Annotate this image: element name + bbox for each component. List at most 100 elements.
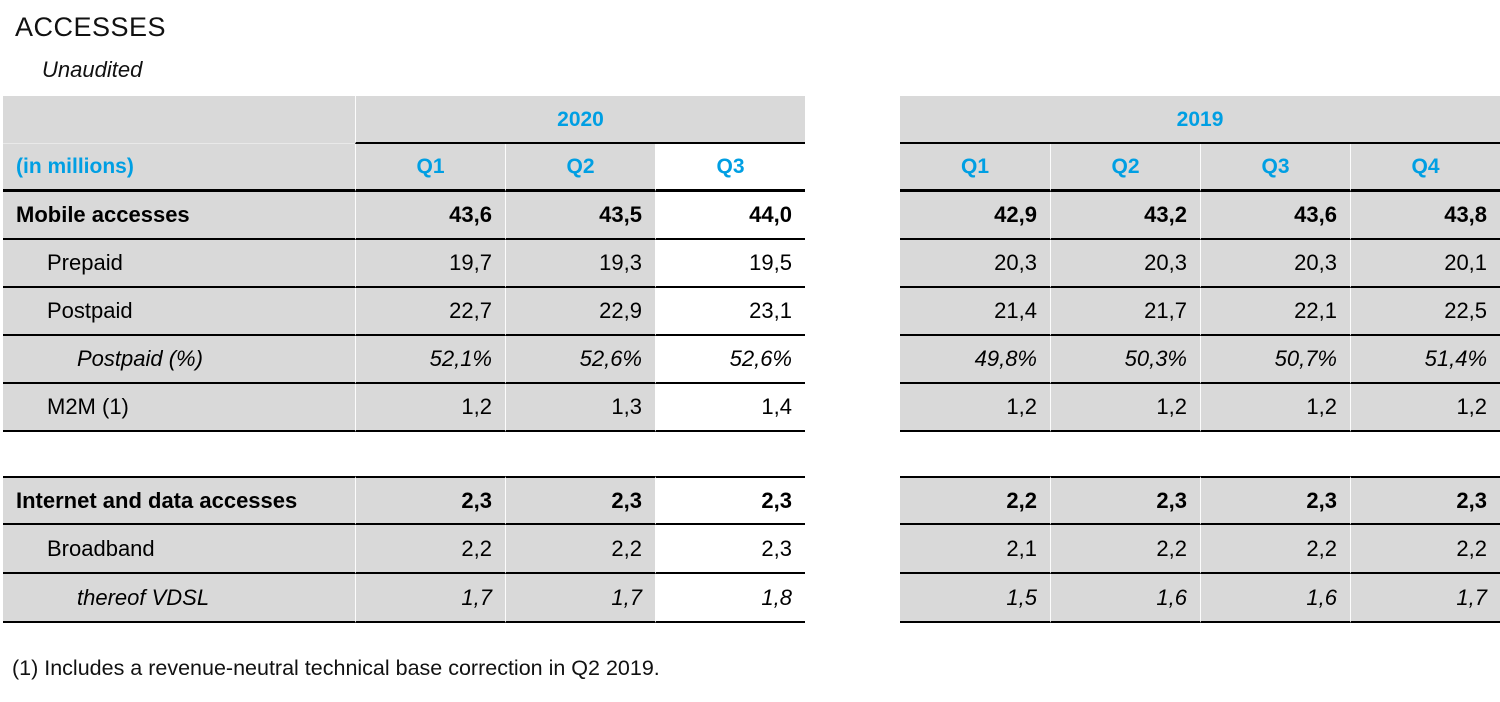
row-label: thereof VDSL bbox=[3, 574, 355, 623]
cell-value: 1,2 bbox=[1200, 384, 1350, 432]
cell-value: 2,2 bbox=[1200, 525, 1350, 574]
cell-value: 21,7 bbox=[1050, 288, 1200, 336]
table-row-mobile-accesses: 42,9 43,2 43,6 43,8 bbox=[900, 192, 1500, 240]
cell-value: 51,4% bbox=[1350, 336, 1500, 384]
cell-value: 43,6 bbox=[1200, 192, 1350, 240]
quarter-header-2020-q2: Q2 bbox=[505, 144, 655, 192]
table-row-broadband: Broadband 2,2 2,2 2,3 bbox=[3, 525, 805, 574]
row-label: Postpaid (%) bbox=[3, 336, 355, 384]
table-row-postpaid: Postpaid 22,7 22,9 23,1 bbox=[3, 288, 805, 336]
quarter-header-2020-q3: Q3 bbox=[655, 144, 805, 192]
quarter-header-2019-q1: Q1 bbox=[900, 144, 1050, 192]
row-label: Prepaid bbox=[3, 240, 355, 288]
cell-value: 1,6 bbox=[1050, 574, 1200, 623]
cell-value: 20,1 bbox=[1350, 240, 1500, 288]
cell-value: 22,1 bbox=[1200, 288, 1350, 336]
quarter-header-row: (in millions) Q1 Q2 Q3 bbox=[3, 144, 805, 192]
cell-value: 19,5 bbox=[655, 240, 805, 288]
cell-value: 20,3 bbox=[900, 240, 1050, 288]
cell-value: 49,8% bbox=[900, 336, 1050, 384]
cell-value: 1,6 bbox=[1200, 574, 1350, 623]
cell-value: 2,2 bbox=[355, 525, 505, 574]
cell-value: 43,5 bbox=[505, 192, 655, 240]
unit-label: (in millions) bbox=[3, 144, 355, 192]
quarter-header-2019-q2: Q2 bbox=[1050, 144, 1200, 192]
cell-value: 19,7 bbox=[355, 240, 505, 288]
cell-value: 22,5 bbox=[1350, 288, 1500, 336]
year-header-row: 2020 bbox=[3, 96, 805, 144]
table-row-prepaid: Prepaid 19,7 19,3 19,5 bbox=[3, 240, 805, 288]
cell-value: 44,0 bbox=[655, 192, 805, 240]
cell-value: 52,6% bbox=[655, 336, 805, 384]
cell-value: 52,6% bbox=[505, 336, 655, 384]
cell-value: 43,2 bbox=[1050, 192, 1200, 240]
cell-value: 1,3 bbox=[505, 384, 655, 432]
quarter-header-2019-q3: Q3 bbox=[1200, 144, 1350, 192]
cell-value: 2,3 bbox=[655, 476, 805, 525]
table-row-vdsl: thereof VDSL 1,7 1,7 1,8 bbox=[3, 574, 805, 623]
row-label: M2M (1) bbox=[3, 384, 355, 432]
section-gap bbox=[3, 432, 805, 476]
section-gap bbox=[900, 432, 1500, 476]
cell-value: 50,7% bbox=[1200, 336, 1350, 384]
table-row-internet-accesses: Internet and data accesses 2,3 2,3 2,3 bbox=[3, 476, 805, 525]
row-label: Broadband bbox=[3, 525, 355, 574]
page-title: ACCESSES bbox=[15, 12, 167, 42]
table-2020: 2020 (in millions) Q1 Q2 Q3 Mobile acces… bbox=[3, 96, 805, 623]
row-label: Internet and data accesses bbox=[3, 476, 355, 525]
cell-value: 2,3 bbox=[1200, 476, 1350, 525]
cell-value: 2,3 bbox=[1050, 476, 1200, 525]
table-row-vdsl: 1,5 1,6 1,6 1,7 bbox=[900, 574, 1500, 623]
cell-value: 20,3 bbox=[1050, 240, 1200, 288]
table-row-postpaid-pct: Postpaid (%) 52,1% 52,6% 52,6% bbox=[3, 336, 805, 384]
tables-gap bbox=[805, 96, 900, 623]
cell-value: 1,7 bbox=[1350, 574, 1500, 623]
cell-value: 1,7 bbox=[355, 574, 505, 623]
cell-value: 2,1 bbox=[900, 525, 1050, 574]
cell-value: 22,9 bbox=[505, 288, 655, 336]
cell-value: 1,2 bbox=[900, 384, 1050, 432]
table-row-postpaid-pct: 49,8% 50,3% 50,7% 51,4% bbox=[900, 336, 1500, 384]
cell-value: 19,3 bbox=[505, 240, 655, 288]
table-row-postpaid: 21,4 21,7 22,1 22,5 bbox=[900, 288, 1500, 336]
table-row-broadband: 2,1 2,2 2,2 2,2 bbox=[900, 525, 1500, 574]
cell-value: 42,9 bbox=[900, 192, 1050, 240]
cell-value: 43,6 bbox=[355, 192, 505, 240]
unaudited-label: Unaudited bbox=[42, 57, 143, 82]
cell-value: 2,3 bbox=[655, 525, 805, 574]
row-label: Mobile accesses bbox=[3, 192, 355, 240]
row-label: Postpaid bbox=[3, 288, 355, 336]
cell-value: 2,2 bbox=[1050, 525, 1200, 574]
cell-value: 1,5 bbox=[900, 574, 1050, 623]
table-row-mobile-accesses: Mobile accesses 43,6 43,5 44,0 bbox=[3, 192, 805, 240]
cell-value: 22,7 bbox=[355, 288, 505, 336]
cell-value: 23,1 bbox=[655, 288, 805, 336]
cell-value: 50,3% bbox=[1050, 336, 1200, 384]
quarter-header-2019-q4: Q4 bbox=[1350, 144, 1500, 192]
table-2019-section-mobile: 2019 Q1 Q2 Q3 Q4 42,9 43,2 43,6 43,8 20,… bbox=[900, 96, 1500, 432]
quarter-header-2020-q1: Q1 bbox=[355, 144, 505, 192]
table-row-m2m: M2M (1) 1,2 1,3 1,4 bbox=[3, 384, 805, 432]
quarter-header-row: Q1 Q2 Q3 Q4 bbox=[900, 144, 1500, 192]
cell-value: 21,4 bbox=[900, 288, 1050, 336]
cell-value: 1,8 bbox=[655, 574, 805, 623]
cell-value: 2,3 bbox=[355, 476, 505, 525]
table-2020-section-mobile: 2020 (in millions) Q1 Q2 Q3 Mobile acces… bbox=[3, 96, 805, 432]
cell-value: 1,2 bbox=[1350, 384, 1500, 432]
year-header-2019: 2019 bbox=[900, 96, 1500, 144]
cell-value: 2,3 bbox=[505, 476, 655, 525]
cell-value: 52,1% bbox=[355, 336, 505, 384]
cell-value: 1,2 bbox=[355, 384, 505, 432]
corner-cell bbox=[3, 96, 355, 144]
table-row-internet-accesses: 2,2 2,3 2,3 2,3 bbox=[900, 476, 1500, 525]
cell-value: 2,2 bbox=[900, 476, 1050, 525]
cell-value: 1,2 bbox=[1050, 384, 1200, 432]
cell-value: 1,4 bbox=[655, 384, 805, 432]
cell-value: 2,2 bbox=[1350, 525, 1500, 574]
cell-value: 43,8 bbox=[1350, 192, 1500, 240]
cell-value: 2,2 bbox=[505, 525, 655, 574]
table-row-m2m: 1,2 1,2 1,2 1,2 bbox=[900, 384, 1500, 432]
cell-value: 1,7 bbox=[505, 574, 655, 623]
year-header-2020: 2020 bbox=[355, 96, 805, 144]
